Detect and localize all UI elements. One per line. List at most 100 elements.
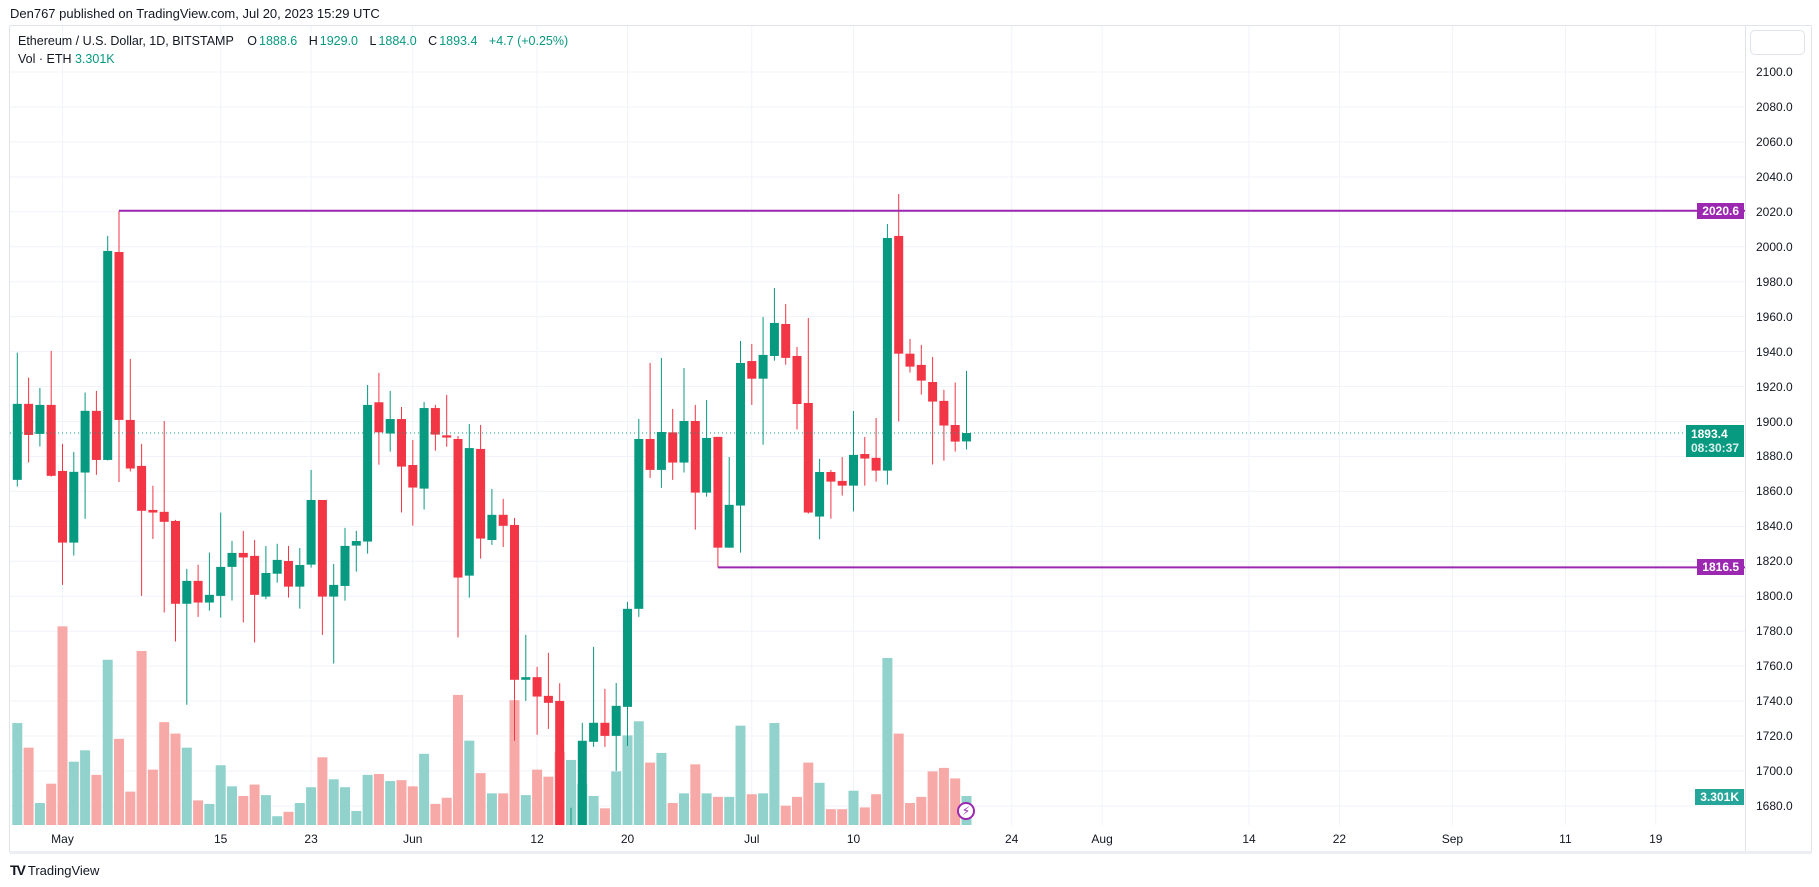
candle[interactable] xyxy=(91,390,101,475)
candle[interactable] xyxy=(713,436,723,568)
candle[interactable] xyxy=(397,406,406,513)
candle[interactable] xyxy=(577,722,587,825)
candle[interactable] xyxy=(611,682,621,771)
candle[interactable] xyxy=(137,443,147,596)
candle[interactable] xyxy=(46,350,56,477)
candle[interactable] xyxy=(442,394,452,447)
candle[interactable] xyxy=(736,340,745,553)
volume-bar xyxy=(170,733,181,825)
candle[interactable] xyxy=(385,390,395,452)
candle[interactable] xyxy=(125,358,135,472)
candle[interactable] xyxy=(916,344,926,395)
price-chart-plot[interactable] xyxy=(0,0,1745,825)
candle[interactable] xyxy=(668,408,678,480)
candle[interactable] xyxy=(182,568,192,705)
candle[interactable] xyxy=(24,377,34,463)
candle[interactable] xyxy=(35,387,45,447)
candle[interactable] xyxy=(894,193,904,422)
candle[interactable] xyxy=(589,646,599,747)
candle[interactable] xyxy=(159,420,169,613)
candle-body xyxy=(329,584,339,597)
candle[interactable] xyxy=(837,456,847,496)
candle[interactable] xyxy=(623,601,632,746)
candle[interactable] xyxy=(408,440,418,526)
volume-bar xyxy=(916,796,927,825)
candle-body xyxy=(476,448,486,539)
candle[interactable] xyxy=(306,469,316,568)
symbol-title[interactable]: Ethereum / U.S. Dollar, 1D, BITSTAMP xyxy=(18,34,234,48)
candle[interactable] xyxy=(114,210,124,482)
candle[interactable] xyxy=(498,498,508,547)
candle[interactable] xyxy=(702,400,712,497)
candle-body xyxy=(826,472,836,482)
candle[interactable] xyxy=(724,456,734,548)
candle[interactable] xyxy=(758,316,768,445)
candle[interactable] xyxy=(317,499,327,635)
candle[interactable] xyxy=(419,401,429,510)
candle[interactable] xyxy=(351,530,361,572)
candle-body xyxy=(306,499,316,565)
candle[interactable] xyxy=(148,485,158,539)
candle[interactable] xyxy=(453,436,463,638)
candle[interactable] xyxy=(679,368,689,473)
candle[interactable] xyxy=(962,370,971,450)
candle[interactable] xyxy=(272,543,282,583)
candle[interactable] xyxy=(521,634,531,701)
candle[interactable] xyxy=(204,552,214,611)
candle[interactable] xyxy=(261,545,271,600)
candle[interactable] xyxy=(882,224,892,485)
candle[interactable] xyxy=(939,389,949,461)
candle[interactable] xyxy=(928,357,938,465)
price-tick-label: 2060.0 xyxy=(1756,134,1793,149)
candle[interactable] xyxy=(871,418,881,482)
candle[interactable] xyxy=(849,411,858,512)
candle[interactable] xyxy=(227,540,237,601)
candle[interactable] xyxy=(826,469,836,519)
candle[interactable] xyxy=(815,458,825,540)
candle[interactable] xyxy=(532,666,542,735)
candle[interactable] xyxy=(284,545,293,598)
candle[interactable] xyxy=(747,343,757,405)
candle[interactable] xyxy=(12,352,22,487)
candle[interactable] xyxy=(510,517,519,741)
candle[interactable] xyxy=(80,392,90,519)
candle[interactable] xyxy=(634,418,644,617)
candle[interactable] xyxy=(464,423,474,598)
time-tick-label: 14 xyxy=(1242,832,1256,846)
candle[interactable] xyxy=(430,404,440,451)
candle[interactable] xyxy=(567,807,576,825)
candle[interactable] xyxy=(58,443,67,585)
candle[interactable] xyxy=(171,519,180,642)
candle[interactable] xyxy=(656,357,666,488)
candle[interactable] xyxy=(363,384,373,554)
chart-settings-box[interactable] xyxy=(1750,30,1805,55)
candle[interactable] xyxy=(690,404,700,530)
candle[interactable] xyxy=(487,488,497,545)
candle[interactable] xyxy=(238,530,248,623)
candle[interactable] xyxy=(555,683,565,825)
candle[interactable] xyxy=(476,424,486,559)
candle[interactable] xyxy=(374,372,384,465)
candle[interactable] xyxy=(69,451,79,556)
candle[interactable] xyxy=(295,548,305,609)
candle[interactable] xyxy=(803,318,813,514)
candle[interactable] xyxy=(792,347,802,430)
candle[interactable] xyxy=(329,563,339,664)
candle[interactable] xyxy=(103,235,113,461)
candle[interactable] xyxy=(193,564,203,617)
candle-body xyxy=(148,509,158,513)
candle[interactable] xyxy=(600,688,610,747)
candle[interactable] xyxy=(340,527,350,601)
candle[interactable] xyxy=(905,339,915,373)
candle[interactable] xyxy=(216,512,226,618)
candle[interactable] xyxy=(769,287,779,361)
lightning-icon[interactable]: ⚡︎ xyxy=(957,802,975,820)
candle[interactable] xyxy=(543,652,553,729)
candle[interactable] xyxy=(860,436,870,486)
candle[interactable] xyxy=(250,539,260,643)
candle[interactable] xyxy=(950,382,960,452)
volume-label[interactable]: Vol · ETH xyxy=(18,52,72,66)
candle[interactable] xyxy=(645,362,655,478)
price-tick-label: 1720.0 xyxy=(1756,729,1793,744)
candle[interactable] xyxy=(781,304,791,365)
